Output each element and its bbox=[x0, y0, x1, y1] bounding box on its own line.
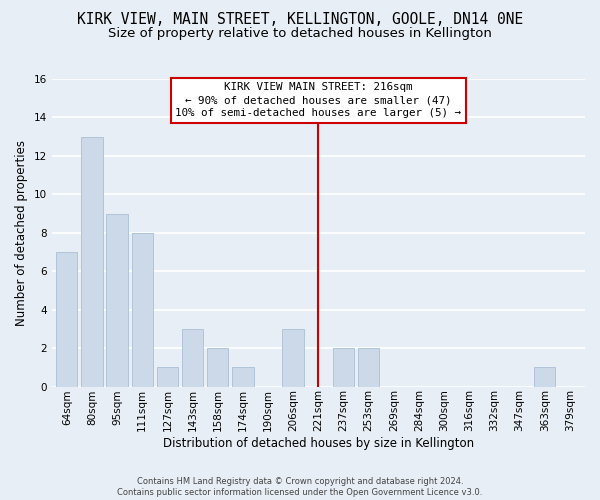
Text: Contains HM Land Registry data © Crown copyright and database right 2024.: Contains HM Land Registry data © Crown c… bbox=[137, 476, 463, 486]
Bar bbox=[182, 329, 203, 386]
Bar bbox=[207, 348, 229, 387]
Bar bbox=[106, 214, 128, 386]
Bar bbox=[333, 348, 354, 387]
Bar bbox=[283, 329, 304, 386]
Bar bbox=[131, 233, 153, 386]
Text: Contains public sector information licensed under the Open Government Licence v3: Contains public sector information licen… bbox=[118, 488, 482, 497]
Bar bbox=[534, 368, 556, 386]
Bar bbox=[232, 368, 254, 386]
Text: KIRK VIEW MAIN STREET: 216sqm
← 90% of detached houses are smaller (47)
10% of s: KIRK VIEW MAIN STREET: 216sqm ← 90% of d… bbox=[175, 82, 461, 118]
Text: KIRK VIEW, MAIN STREET, KELLINGTON, GOOLE, DN14 0NE: KIRK VIEW, MAIN STREET, KELLINGTON, GOOL… bbox=[77, 12, 523, 28]
Text: Size of property relative to detached houses in Kellington: Size of property relative to detached ho… bbox=[108, 28, 492, 40]
Bar bbox=[81, 136, 103, 386]
Bar bbox=[358, 348, 379, 387]
Bar bbox=[157, 368, 178, 386]
X-axis label: Distribution of detached houses by size in Kellington: Distribution of detached houses by size … bbox=[163, 437, 474, 450]
Bar bbox=[56, 252, 77, 386]
Y-axis label: Number of detached properties: Number of detached properties bbox=[15, 140, 28, 326]
